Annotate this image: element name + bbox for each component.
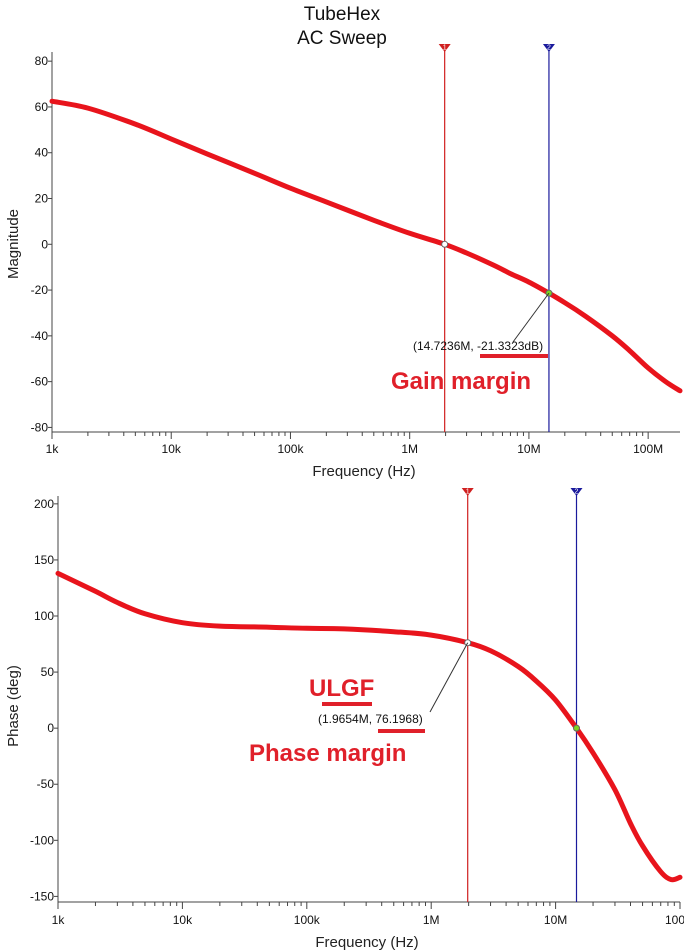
- phase-axes: 200 150 100 50 0 -50 -100 -150 1k 10k 100k 1M 10M 100…: [30, 488, 684, 927]
- magnitude-y-tick-label: 60: [35, 100, 49, 114]
- phase-x-tick-label: 1M: [423, 913, 440, 927]
- magnitude-y-tick-label: 0: [41, 237, 48, 251]
- magnitude-y-tick-label: -80: [31, 420, 49, 434]
- magnitude-series-line: [49, 98, 683, 394]
- phase-x-tick-label: 10M: [544, 913, 567, 927]
- magnitude-x-tick-label: 1M: [401, 442, 418, 456]
- phase-y-tick-label: 200: [34, 497, 54, 511]
- magnitude-y-tick-label: -40: [31, 329, 49, 343]
- phase-x-tick-label: 1k: [52, 913, 66, 927]
- phase-cursor-2-handle[interactable]: [570, 488, 583, 496]
- magnitude-cursor-1-point: [441, 240, 449, 248]
- phase-cursor-1-handle[interactable]: [461, 488, 474, 496]
- phase-readout-leader: [429, 642, 469, 713]
- gain-margin-annotation: Gain margin: [391, 368, 531, 395]
- phase-series-line: [55, 570, 683, 883]
- magnitude-y-tick-label: -20: [31, 283, 49, 297]
- magnitude-x-tick-label: 10M: [517, 442, 540, 456]
- phase-x-tick-label: 100k: [294, 913, 321, 927]
- magnitude-readout-leader: [512, 292, 550, 343]
- phase-y-axis-label: Phase (deg): [5, 665, 22, 747]
- magnitude-y-tick-label: 80: [35, 54, 49, 68]
- magnitude-cursor-2-handle[interactable]: [542, 44, 555, 52]
- chart-title-line-1: TubeHex: [304, 4, 381, 25]
- phase-cursor-2-point: [573, 724, 581, 732]
- magnitude-x-tick-label: 1k: [46, 442, 60, 456]
- magnitude-cursor-2-label: 2: [547, 45, 551, 52]
- magnitude-x-tick-label: 10k: [162, 442, 182, 456]
- phase-y-tick-label: 50: [41, 665, 55, 679]
- phase-y-tick-label: -50: [37, 777, 55, 791]
- phase-cursor-2-label: 2: [575, 489, 579, 496]
- phase-y-tick-label: 100: [34, 609, 54, 623]
- magnitude-axes: 80 60 40 20 0 -20 -40 -60 -80 1k 10k 100k 1M 10M 100M 1…: [31, 44, 683, 456]
- phase-x-tick-label: 100M: [665, 913, 684, 927]
- phase-x-axis-label: Frequency (Hz): [315, 934, 418, 951]
- phase-cursor-1-label: 1: [466, 489, 470, 496]
- magnitude-y-axis-label: Magnitude: [5, 209, 22, 279]
- phase-margin-readout: (1.9654M, 76.1968): [318, 712, 423, 726]
- phase-x-tick-label: 10k: [173, 913, 193, 927]
- magnitude-x-axis-label: Frequency (Hz): [312, 463, 415, 480]
- phase-chart: 200 150 100 50 0 -50 -100 -150 1k 10k 100k 1M 10M 100…: [5, 488, 684, 951]
- phase-y-tick-label: 150: [34, 553, 54, 567]
- phase-y-tick-label: -150: [30, 889, 54, 903]
- magnitude-y-tick-label: -60: [31, 375, 49, 389]
- magnitude-y-tick-label: 20: [35, 192, 49, 206]
- phase-y-tick-label: -100: [30, 833, 54, 847]
- ulgf-annotation: ULGF: [309, 675, 374, 702]
- magnitude-x-tick-label: 100k: [277, 442, 304, 456]
- magnitude-y-tick-label: 40: [35, 146, 49, 160]
- magnitude-cursor-1-label: 1: [443, 45, 447, 52]
- magnitude-cursor-1-handle[interactable]: [438, 44, 451, 52]
- chart-title-line-2: AC Sweep: [297, 28, 387, 49]
- phase-margin-annotation: Phase margin: [249, 740, 406, 767]
- magnitude-x-tick-label: 100M: [633, 442, 663, 456]
- phase-y-tick-label: 0: [47, 721, 54, 735]
- magnitude-chart: 80 60 40 20 0 -20 -40 -60 -80 1k 10k 100k 1M 10M 100M 1…: [5, 44, 683, 480]
- gain-margin-readout: (14.7236M, -21.3323dB): [413, 339, 543, 353]
